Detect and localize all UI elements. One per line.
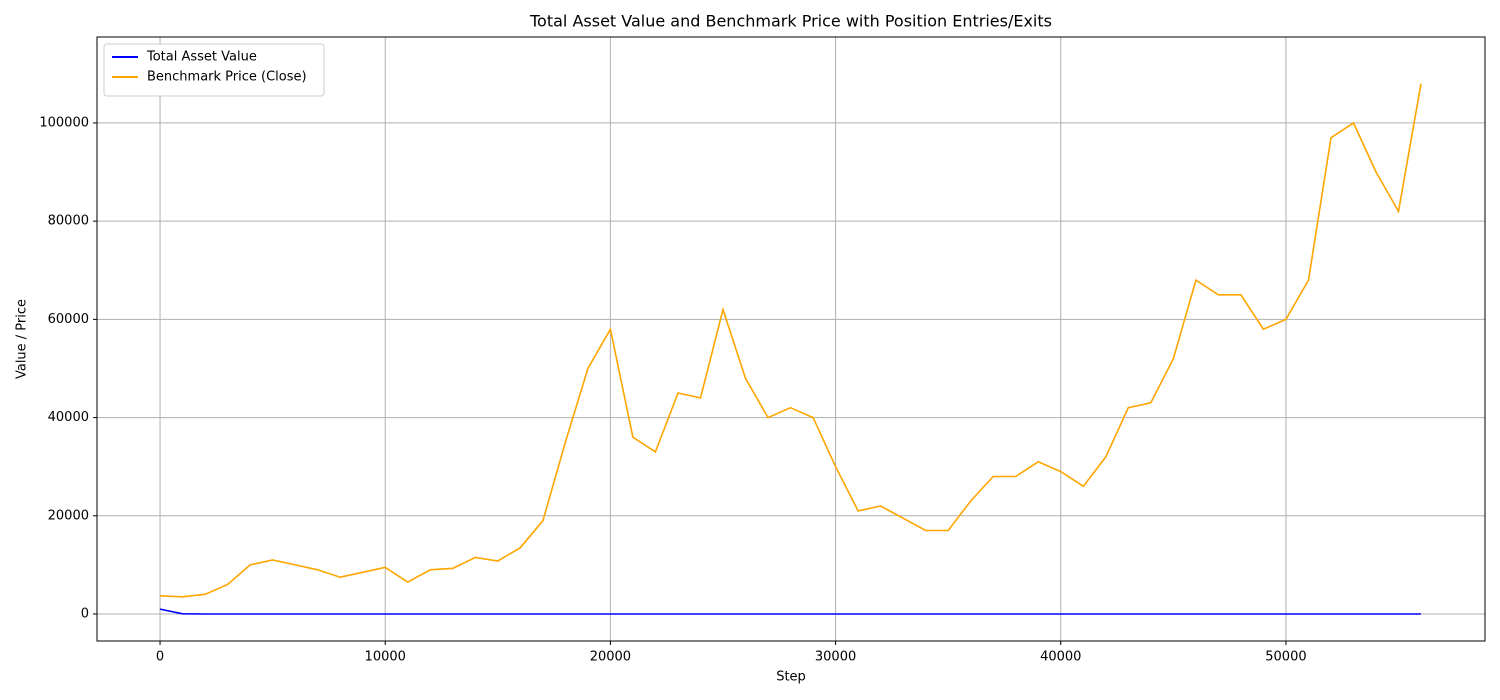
legend-label: Benchmark Price (Close) (147, 70, 307, 85)
x-tick-label: 20000 (590, 650, 631, 665)
legend-label: Total Asset Value (146, 50, 257, 65)
x-tick-label: 10000 (365, 650, 406, 665)
plot-frame (96, 36, 1486, 642)
y-tick-label: 20000 (48, 508, 89, 523)
y-tick-label: 60000 (48, 312, 89, 327)
series-line (159, 83, 1422, 598)
x-tick-label: 50000 (1265, 650, 1306, 665)
x-tick-label: 30000 (815, 650, 856, 665)
legend: Total Asset Value Benchmark Price (Close) (103, 43, 325, 97)
series-line (159, 608, 1421, 615)
legend-box (103, 43, 325, 97)
chart-title: Total Asset Value and Benchmark Price wi… (529, 12, 1052, 31)
x-tick-label: 0 (156, 650, 164, 665)
x-axis-label: Step (776, 670, 806, 685)
y-axis-label: Value / Price (15, 299, 30, 379)
x-tick-label: 40000 (1040, 650, 1081, 665)
y-tick-label: 40000 (48, 410, 89, 425)
y-tick-label: 0 (81, 606, 89, 621)
y-tick-label: 80000 (48, 214, 89, 229)
y-tick-label: 100000 (39, 115, 89, 130)
